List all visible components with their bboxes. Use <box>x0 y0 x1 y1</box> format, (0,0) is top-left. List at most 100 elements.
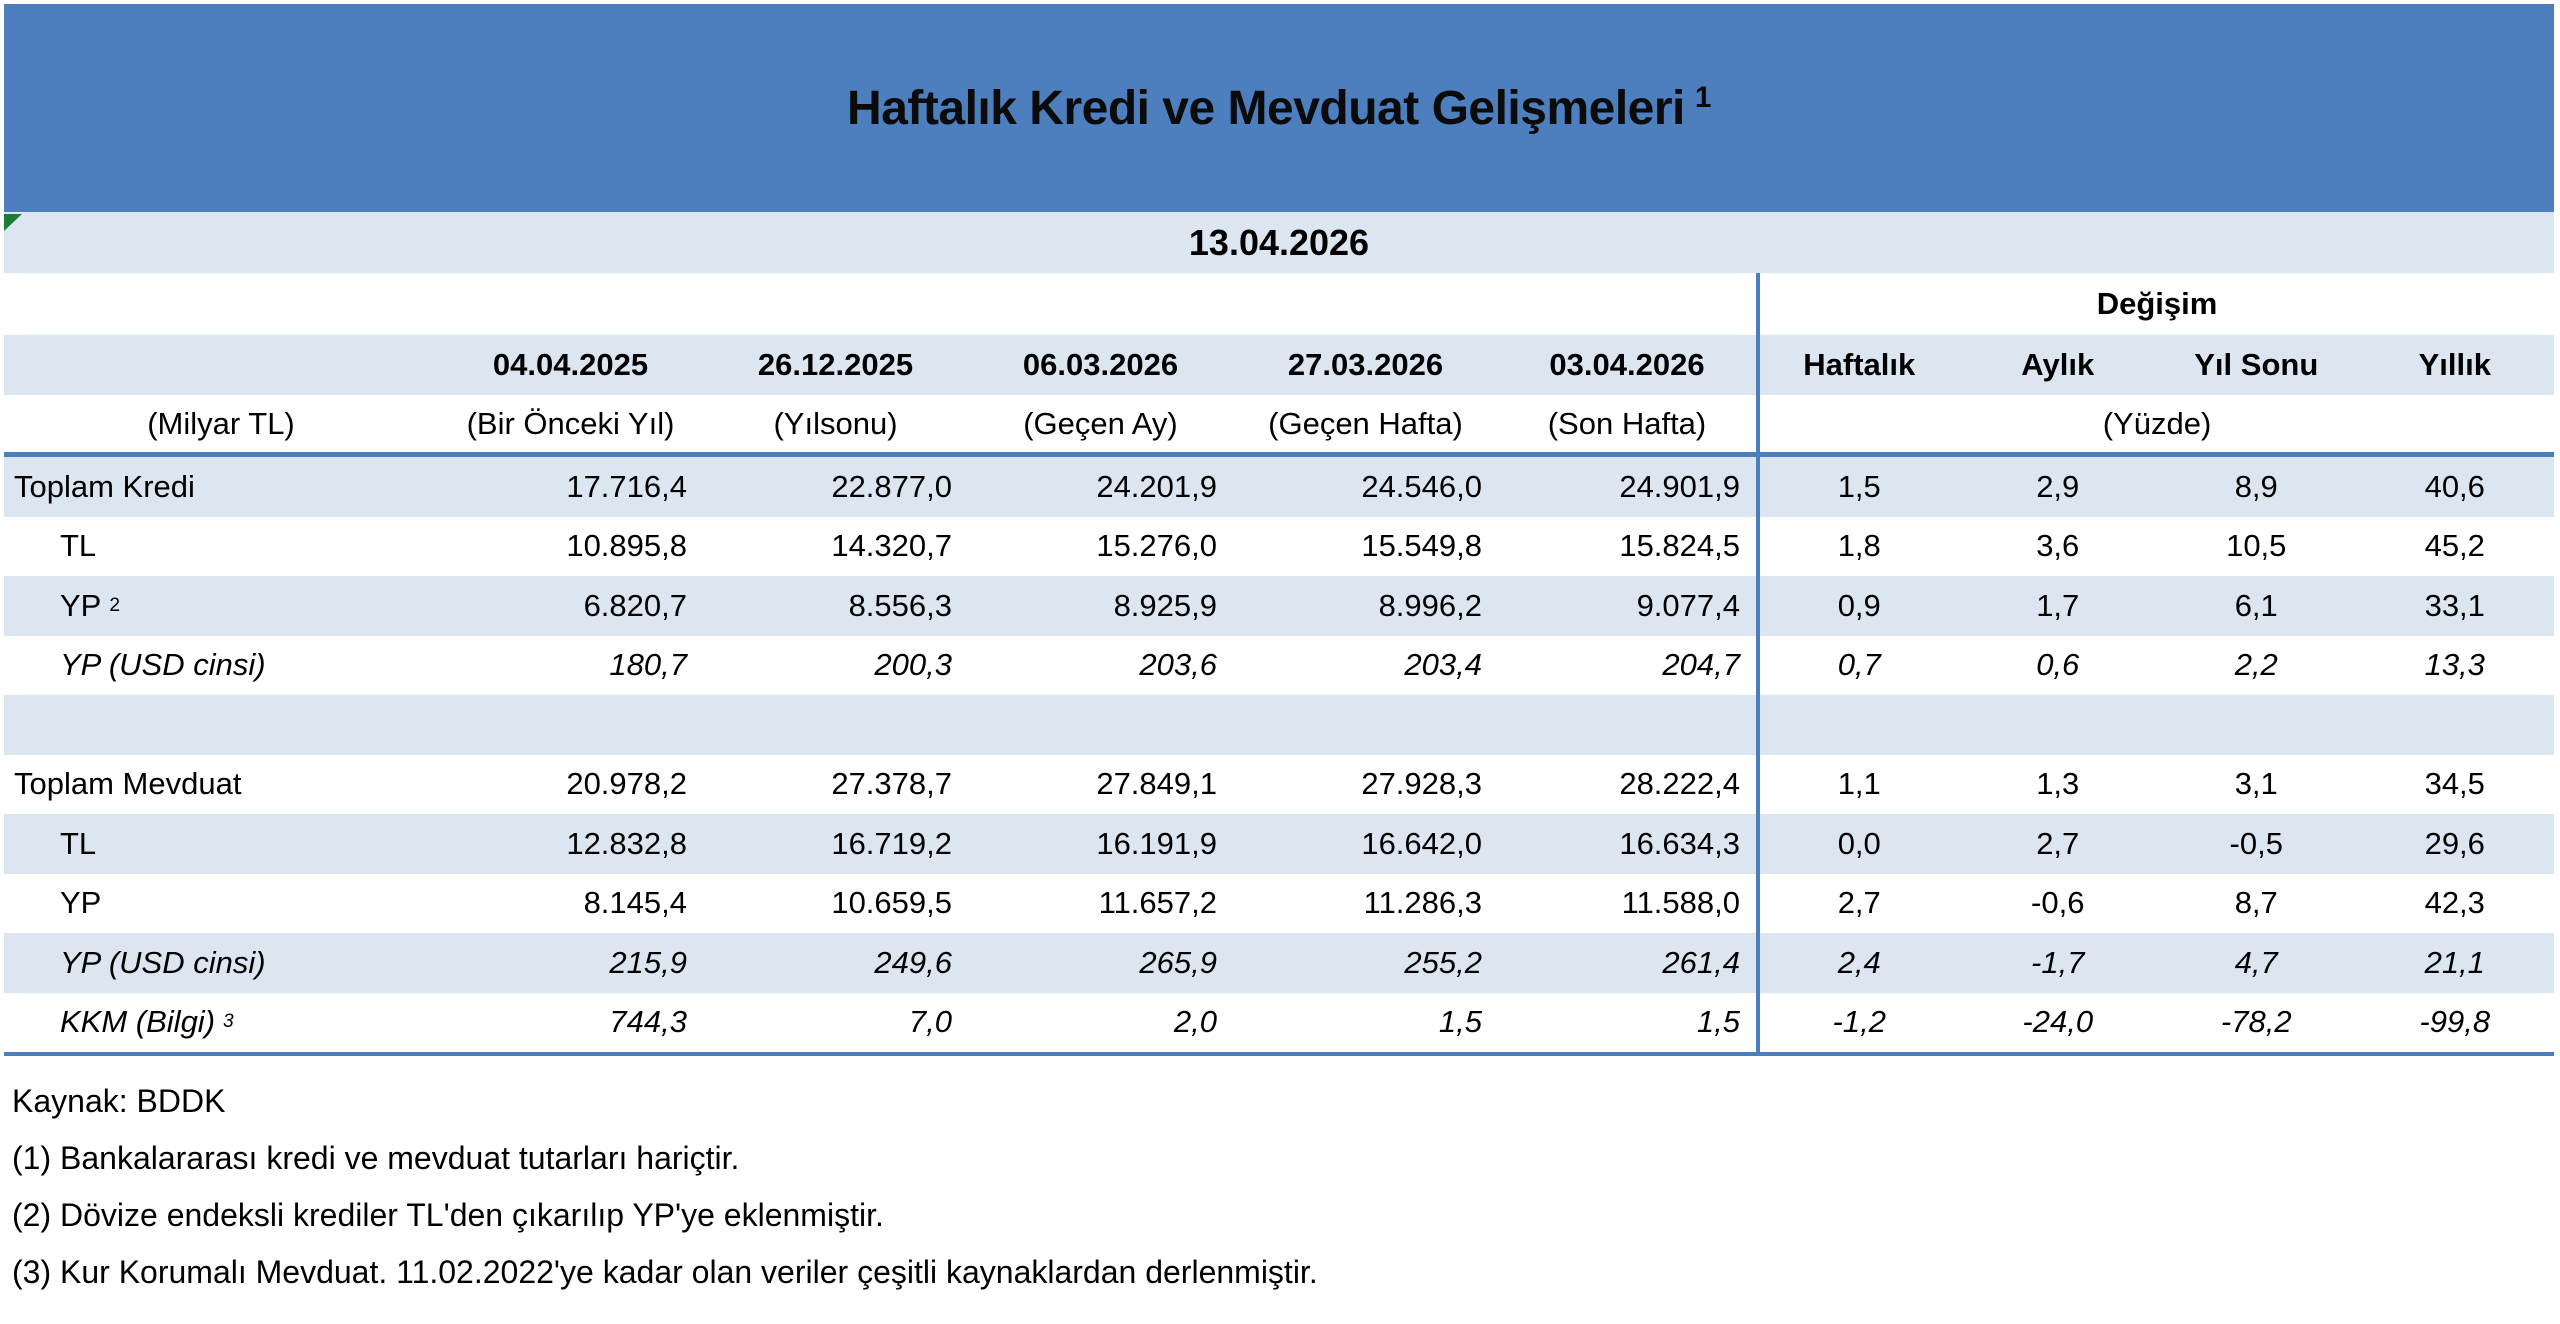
value-cell: 203,4 <box>1404 647 1482 683</box>
value-cell: 16.719,2 <box>831 825 952 861</box>
value-cell: 11.286,3 <box>1363 885 1482 921</box>
value-cell: 204,7 <box>1662 647 1740 683</box>
change-cell: 0,9 <box>1837 587 1881 623</box>
change-group-row: Değişim <box>4 273 2554 335</box>
col-header-yearend: Yıl Sonu <box>2194 347 2319 382</box>
change-header-section: Haftalık Aylık Yıl Sonu Yıllık <box>1756 335 2554 395</box>
change-cell: 45,2 <box>2424 528 2485 564</box>
value-cell: 27.378,7 <box>831 766 952 802</box>
title-banner: Haftalık Kredi ve Mevduat Gelişmeleri 1 <box>4 4 2554 212</box>
change-cell: 3,6 <box>2036 528 2080 564</box>
value-cell: 1,5 <box>1438 1004 1482 1040</box>
change-cell: -0,5 <box>2229 825 2283 861</box>
change-cell: -1,7 <box>2031 944 2085 980</box>
col-header-annual: Yıllık <box>2418 347 2491 382</box>
footnote-1: (1) Bankalararası kredi ve mevduat tutar… <box>12 1140 740 1176</box>
change-cell: 1,3 <box>2036 766 2080 802</box>
value-cell: 15.824,5 <box>1619 528 1740 564</box>
change-cell: 2,7 <box>2036 825 2080 861</box>
col-header-weekly: Haftalık <box>1803 347 1916 382</box>
change-cell: 0,0 <box>1837 825 1881 861</box>
value-cell: 8.556,3 <box>848 587 952 623</box>
row-toplam-mevduat: Toplam Mevduat 20.978,2 27.378,7 27.849,… <box>4 754 2554 814</box>
value-cell: 203,6 <box>1139 647 1217 683</box>
value-cell: 24.546,0 <box>1361 468 1482 504</box>
value-cell: 265,9 <box>1139 944 1217 980</box>
value-cell: 180,7 <box>609 647 687 683</box>
row-label: YP 2 <box>60 587 121 623</box>
value-cell <box>1233 695 1498 755</box>
value-cell: 16.634,3 <box>1619 825 1740 861</box>
row-kredi-tl: TL 10.895,8 14.320,7 15.276,0 15.549,8 1… <box>4 516 2554 576</box>
change-cell: 2,4 <box>1837 944 1881 980</box>
row-label <box>4 695 438 755</box>
report-table: Haftalık Kredi ve Mevduat Gelişmeleri 1 1… <box>4 4 2554 1056</box>
table-bottom-border <box>4 1052 2554 1056</box>
title-footnote-marker: 1 <box>1694 80 1712 114</box>
percent-label: (Yüzde) <box>2102 405 2212 441</box>
change-cell: -99,8 <box>2419 1004 2491 1040</box>
change-cell: 21,1 <box>2424 944 2485 980</box>
row-label: TL <box>60 825 97 861</box>
change-cell <box>2356 695 2555 755</box>
change-cell: 8,9 <box>2234 468 2278 504</box>
value-cell: 9.077,4 <box>1636 587 1740 623</box>
column-subheader-row: (Milyar TL) (Bir Önceki Yıl) (Yılsonu) (… <box>4 395 2554 452</box>
value-cell <box>438 695 703 755</box>
row-label: YP (USD cinsi) <box>60 647 266 683</box>
col-header-monthly: Aylık <box>2021 347 2095 382</box>
value-cell: 16.642,0 <box>1361 825 1482 861</box>
value-cell: 255,2 <box>1404 944 1482 980</box>
row-mevduat-yp: YP 8.145,4 10.659,5 11.657,2 11.286,3 11… <box>4 873 2554 933</box>
value-cell: 17.716,4 <box>566 468 687 504</box>
row-kkm: KKM (Bilgi) 3 744,3 7,0 2,0 1,5 1,5 -1,2 … <box>4 992 2554 1052</box>
change-cell: 0,7 <box>1837 647 1881 683</box>
row-label: Toplam Mevduat <box>14 766 242 802</box>
row-label: Toplam Kredi <box>14 468 195 504</box>
value-cell: 27.849,1 <box>1096 766 1217 802</box>
source-note: Kaynak: BDDK <box>12 1083 226 1119</box>
change-cell: 1,1 <box>1837 766 1881 802</box>
row-label: YP <box>60 885 102 921</box>
value-cell: 15.276,0 <box>1096 528 1217 564</box>
change-cell: -1,2 <box>1832 1004 1886 1040</box>
col-header-date-2: 26.12.2025 <box>757 347 914 382</box>
col-header-date-5: 03.04.2026 <box>1549 347 1705 382</box>
report-date-row: 13.04.2026 <box>4 212 2554 273</box>
value-cell: 22.877,0 <box>831 468 952 504</box>
row-separator-blank <box>4 695 2554 755</box>
row-label: TL <box>60 528 97 564</box>
value-cell: 744,3 <box>609 1004 687 1040</box>
col-subheader-5: (Son Hafta) <box>1547 405 1707 441</box>
value-cell: 1,5 <box>1696 1004 1740 1040</box>
row-footnote-marker: 2 <box>109 594 121 616</box>
change-cell: -24,0 <box>2022 1004 2094 1040</box>
change-cell <box>1959 695 2158 755</box>
value-cell: 6.820,7 <box>583 587 687 623</box>
value-cell: 2,0 <box>1173 1004 1217 1040</box>
col-header-date-4: 27.03.2026 <box>1287 347 1444 382</box>
change-cell: 1,5 <box>1837 468 1881 504</box>
row-kredi-yp-usd: YP (USD cinsi) 180,7 200,3 203,6 203,4 2… <box>4 635 2554 695</box>
column-header-row: 04.04.2025 26.12.2025 06.03.2026 27.03.2… <box>4 335 2554 395</box>
unit-label: (Milyar TL) <box>147 405 295 441</box>
row-label: KKM (Bilgi) 3 <box>60 1004 234 1040</box>
change-cell: 1,7 <box>2036 587 2080 623</box>
percent-label-section: (Yüzde) <box>1756 395 2554 452</box>
value-cell: 11.588,0 <box>1621 885 1740 921</box>
value-cell: 261,4 <box>1662 944 1740 980</box>
change-cell: 13,3 <box>2424 647 2485 683</box>
change-group-section: Değişim <box>1756 273 2554 335</box>
value-cell: 8.996,2 <box>1378 587 1482 623</box>
value-cell: 14.320,7 <box>831 528 952 564</box>
row-toplam-kredi: Toplam Kredi 17.716,4 22.877,0 24.201,9 … <box>4 457 2554 517</box>
label-column-header <box>4 335 438 395</box>
footnotes-section: Kaynak: BDDK (1) Bankalararası kredi ve … <box>4 1056 2554 1291</box>
row-mevduat-tl: TL 12.832,8 16.719,2 16.191,9 16.642,0 1… <box>4 814 2554 874</box>
value-cell: 28.222,4 <box>1619 766 1740 802</box>
change-cell: -0,6 <box>2031 885 2085 921</box>
value-cell: 200,3 <box>874 647 952 683</box>
cell-corner-marker-icon <box>4 214 22 231</box>
report-date: 13.04.2026 <box>1188 221 1370 263</box>
col-subheader-4: (Geçen Hafta) <box>1268 405 1463 441</box>
